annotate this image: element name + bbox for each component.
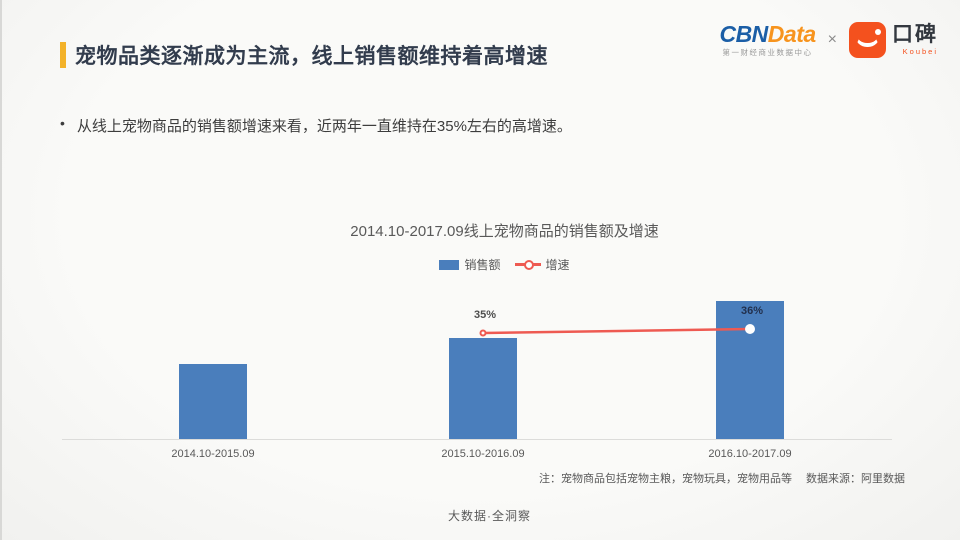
- line-swatch-icon: [514, 260, 541, 269]
- legend-sales-label: 销售额: [464, 258, 501, 272]
- growth-marker: [479, 329, 487, 337]
- slide-footer: 大数据·全洞察: [448, 509, 531, 523]
- legend-growth-label: 增速: [545, 258, 570, 272]
- plot-area: 2014.10-2015.09 2015.10-2016.09 2016.10-20…: [62, 280, 892, 460]
- page-title: 宠物品类逐渐成为主流，线上销售额维持着高增速: [75, 45, 548, 68]
- bullet-marker: •: [60, 115, 65, 131]
- growth-value-label: 36%: [740, 305, 764, 317]
- cbndata-logo: CBNData 第一财经商业数据中心: [719, 21, 816, 58]
- logo-separator: ×: [827, 31, 837, 48]
- sales-bar: [179, 364, 247, 439]
- note-text: 注：宠物商品包括宠物主粮，宠物玩具，宠物用品等: [539, 473, 792, 485]
- legend-item-growth: 增速: [514, 256, 570, 273]
- chart-legend: 销售额 增速: [62, 256, 892, 273]
- koubei-latin: Koubei: [902, 47, 938, 57]
- bar-swatch-icon: [439, 259, 460, 270]
- x-axis-label: 2014.10-2015.09: [171, 448, 255, 460]
- cbndata-data-text: Data: [767, 21, 816, 48]
- chart-title: 2014.10-2017.09线上宠物商品的销售额及增速: [350, 223, 659, 240]
- koubei-smile-icon: [849, 22, 886, 58]
- cbndata-subtitle: 第一财经商业数据中心: [722, 48, 813, 58]
- logo-area: CBNData 第一财经商业数据中心 × 口碑 Koubei: [719, 22, 938, 58]
- koubei-logo: 口碑 Koubei: [849, 22, 938, 58]
- x-axis-label: 2015.10-2016.09: [441, 448, 525, 460]
- chart-note: 注：宠物商品包括宠物主粮，宠物玩具，宠物用品等 数据来源：阿里数据: [539, 470, 905, 486]
- cbndata-wordmark: CBNData: [719, 21, 816, 48]
- bullet-text: 从线上宠物商品的销售额增速来看，近两年一直维持在35%左右的高增速。: [76, 118, 572, 135]
- bullet-point: • 从线上宠物商品的销售额增速来看，近两年一直维持在35%左右的高增速。: [60, 115, 572, 136]
- x-axis-label: 2016.10-2017.09: [708, 448, 792, 460]
- koubei-name: 口碑: [892, 23, 938, 47]
- koubei-wordmark: 口碑 Koubei: [892, 24, 938, 56]
- sales-bar: [449, 338, 517, 439]
- title-accent-bar: [60, 42, 66, 68]
- growth-marker: [745, 324, 755, 334]
- slide-header: 宠物品类逐渐成为主流，线上销售额维持着高增速: [60, 40, 548, 70]
- cbndata-cbn-text: CBN: [719, 21, 768, 48]
- data-source-text: 数据来源：阿里数据: [806, 473, 905, 485]
- growth-line: [482, 327, 751, 335]
- legend-item-sales: 销售额: [439, 256, 501, 273]
- growth-value-label: 35%: [473, 309, 497, 321]
